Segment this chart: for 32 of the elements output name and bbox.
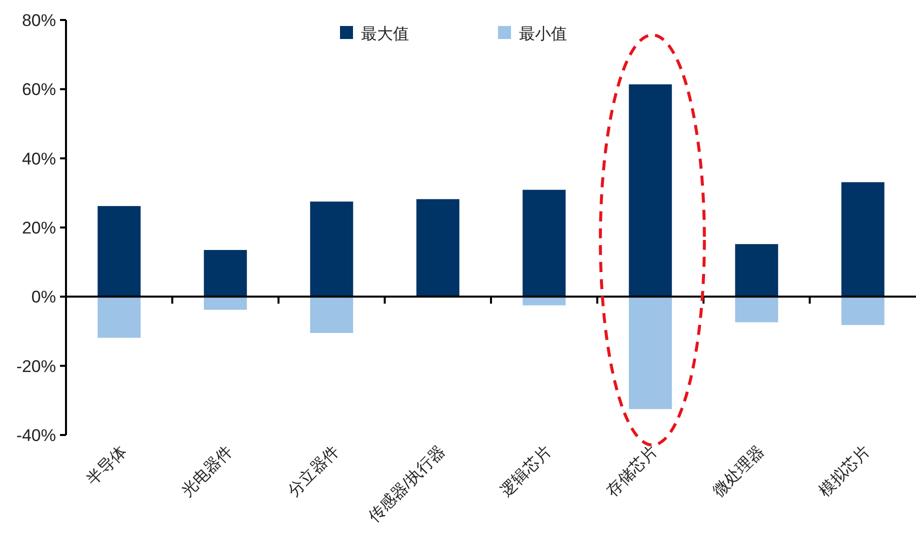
x-tick-label: 逻辑芯片 xyxy=(496,442,555,500)
x-tick-label: 半导体 xyxy=(83,442,130,489)
x-tick-label: 分立器件 xyxy=(284,442,342,500)
bar xyxy=(522,190,566,297)
y-tick-label: 20% xyxy=(22,218,56,238)
bar xyxy=(628,296,672,410)
bar xyxy=(841,182,884,297)
bar xyxy=(310,202,354,297)
x-tick-label: 光电器件 xyxy=(178,442,236,500)
bar xyxy=(735,244,778,297)
x-tick-label: 模拟芯片 xyxy=(816,442,874,500)
bar xyxy=(204,296,247,310)
y-tick-label: 0% xyxy=(31,288,56,307)
y-tick-label: 40% xyxy=(22,149,56,168)
y-tick-label: 80% xyxy=(22,11,56,30)
x-tick-label: 存储芯片 xyxy=(603,442,662,500)
bar xyxy=(628,84,672,297)
y-tick-label: 60% xyxy=(22,80,56,100)
bar xyxy=(204,250,247,297)
legend-label: 最小值 xyxy=(519,25,567,43)
bar xyxy=(310,296,354,333)
y-tick-label: -40% xyxy=(16,426,56,445)
legend-label: 最大值 xyxy=(361,25,409,43)
x-tick-label: 微处理器 xyxy=(709,442,768,500)
bar xyxy=(416,199,460,297)
bar xyxy=(841,296,884,326)
bar xyxy=(522,296,566,306)
bar xyxy=(98,206,141,297)
bar xyxy=(735,296,778,322)
x-tick-label: 传感器/执行器 xyxy=(364,442,449,526)
y-tick-label: -20% xyxy=(16,356,56,376)
bar xyxy=(98,296,141,338)
